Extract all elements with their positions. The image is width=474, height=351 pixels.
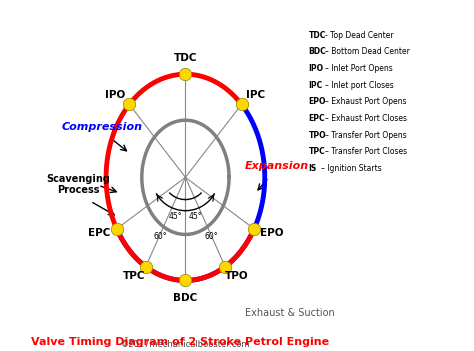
Text: – Exhaust Port Opens: – Exhaust Port Opens: [326, 97, 407, 106]
Text: ©2017mechanicalbooster.com: ©2017mechanicalbooster.com: [121, 340, 250, 349]
Text: IPO: IPO: [309, 64, 324, 73]
Text: EPC: EPC: [309, 114, 325, 123]
Text: TPO: TPO: [309, 131, 326, 139]
Text: – Transfer Port Opens: – Transfer Port Opens: [326, 131, 407, 139]
Text: Scavenging
Process: Scavenging Process: [46, 174, 110, 195]
Text: EPO: EPO: [309, 97, 326, 106]
Text: 45°: 45°: [168, 212, 182, 220]
Text: – Exhaust Port Closes: – Exhaust Port Closes: [326, 114, 408, 123]
Text: Expansion: Expansion: [245, 161, 309, 171]
Text: TDC: TDC: [173, 53, 197, 63]
Text: BDC: BDC: [309, 47, 326, 56]
Text: TPC: TPC: [309, 147, 325, 156]
Text: IPC: IPC: [309, 80, 323, 90]
Point: [182, 278, 189, 283]
Text: 60°: 60°: [153, 232, 167, 241]
Point: [182, 71, 189, 77]
Text: TPC: TPC: [123, 271, 145, 281]
Text: – Transfer Port Closes: – Transfer Port Closes: [326, 147, 408, 156]
Text: TDC: TDC: [309, 31, 326, 40]
Point: [113, 226, 120, 232]
Point: [250, 226, 258, 232]
Text: - Top Dead Center: - Top Dead Center: [326, 31, 394, 40]
Text: – Inlet Port Opens: – Inlet Port Opens: [326, 64, 393, 73]
Text: 60°: 60°: [204, 232, 218, 241]
Text: EPO: EPO: [260, 228, 283, 238]
Point: [238, 101, 246, 107]
Text: Exhaust & Suction: Exhaust & Suction: [245, 308, 335, 318]
Text: – Bottom Dead Center: – Bottom Dead Center: [326, 47, 410, 56]
Text: IPC: IPC: [246, 90, 265, 100]
Point: [142, 264, 150, 270]
Text: BDC: BDC: [173, 293, 198, 303]
Text: TPO: TPO: [225, 271, 249, 281]
Text: – Inlet port Closes: – Inlet port Closes: [326, 80, 394, 90]
Point: [221, 264, 229, 270]
Point: [126, 101, 133, 107]
Text: – Ignition Starts: – Ignition Starts: [321, 164, 382, 173]
Text: IS: IS: [309, 164, 317, 173]
Text: IPO: IPO: [105, 90, 125, 100]
Text: 45°: 45°: [189, 212, 202, 220]
Text: EPC: EPC: [88, 228, 110, 238]
Text: Compression: Compression: [62, 122, 143, 132]
Text: Valve Timing Diagram of 2 Stroke Petrol Engine: Valve Timing Diagram of 2 Stroke Petrol …: [31, 338, 329, 347]
